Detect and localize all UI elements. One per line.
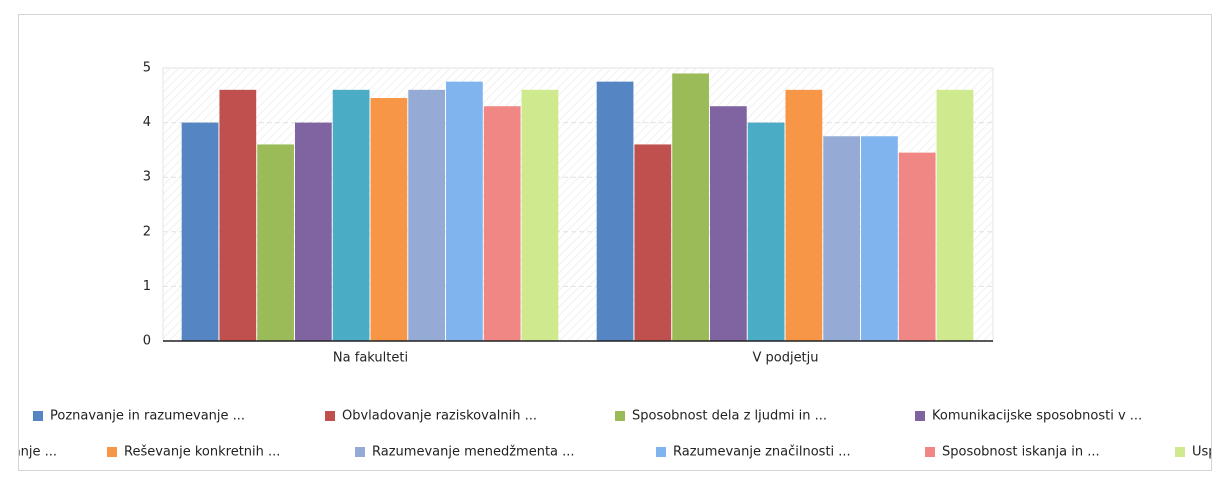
legend-label: Usp (1192, 445, 1217, 460)
y-tick-label: 1 (143, 279, 151, 294)
x-tick-label: Na fakulteti (333, 351, 408, 366)
x-tick-label: V podjetju (752, 351, 818, 366)
bar (294, 122, 332, 341)
legend-label: Sposobnost iskanja in ... (942, 445, 1100, 460)
bar (898, 152, 936, 341)
legend-swatch (915, 411, 925, 421)
bar (332, 89, 370, 341)
bar (257, 144, 294, 341)
bar (672, 73, 709, 342)
legend-label: Reševanje konkretnih ... (124, 445, 280, 460)
bar (521, 89, 559, 341)
legend-swatch (107, 447, 117, 457)
legend-swatch (615, 411, 625, 421)
legend: Poznavanje in razumevanje ... Obvladovanj… (5, 409, 1217, 460)
bar (181, 122, 219, 341)
y-tick-label: 2 (143, 224, 151, 239)
bar (634, 144, 672, 341)
legend-label: Obvladovanje raziskovalnih ... (342, 409, 537, 424)
legend-swatch (656, 447, 666, 457)
legend-label: Poznavanje in razumevanje ... (50, 409, 245, 424)
bar (747, 122, 785, 341)
legend-swatch (325, 411, 335, 421)
legend-swatch (355, 447, 365, 457)
legend-swatch (1175, 447, 1185, 457)
bar (823, 136, 861, 341)
y-tick-label: 3 (143, 170, 151, 185)
bar (408, 89, 446, 341)
bar (446, 81, 483, 342)
bar (861, 136, 898, 341)
y-tick-label: 5 (143, 61, 151, 76)
legend-swatch (925, 447, 935, 457)
legend-label: Razumevanje menedžmenta ... (372, 445, 575, 460)
y-tick-label: 0 (143, 334, 151, 349)
bar (483, 106, 521, 341)
y-tick-label: 4 (143, 115, 151, 130)
bar (219, 89, 257, 341)
legend-label: Sposobnost dela z ljudmi in ... (632, 409, 827, 424)
legend-label: Komunikacijske sposobnosti v ... (932, 409, 1142, 424)
legend-label: vanje ... (5, 445, 57, 460)
legend-label: Razumevanje značilnosti ... (673, 445, 851, 460)
legend-swatch (33, 411, 43, 421)
bar (936, 89, 974, 341)
bar (785, 89, 823, 341)
bar (709, 106, 747, 341)
bar (596, 81, 634, 342)
bar (370, 98, 408, 341)
